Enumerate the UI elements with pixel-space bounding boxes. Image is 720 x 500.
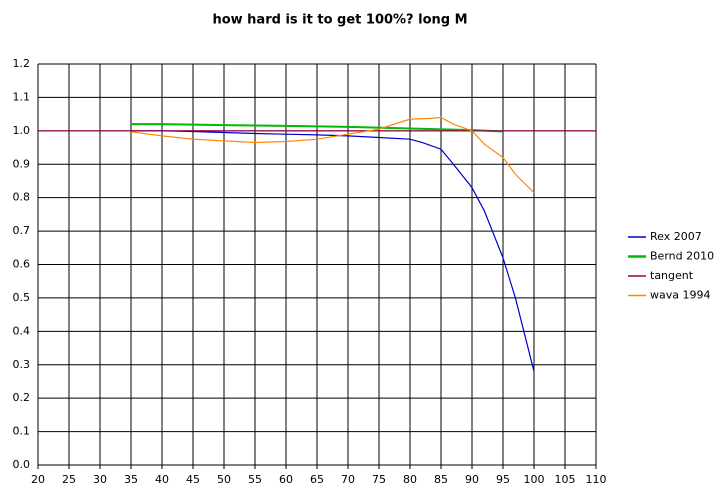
x-tick-label: 110 bbox=[586, 473, 607, 486]
chart-title: how hard is it to get 100%? long M bbox=[212, 13, 467, 28]
y-tick-label: 0.6 bbox=[13, 258, 31, 271]
x-tick-label: 85 bbox=[434, 473, 448, 486]
x-tick-label: 100 bbox=[524, 473, 545, 486]
series-line bbox=[131, 130, 535, 372]
x-tick-label: 105 bbox=[555, 473, 576, 486]
legend-label: Rex 2007 bbox=[650, 230, 702, 243]
x-tick-label: 35 bbox=[124, 473, 138, 486]
y-tick-label: 0.0 bbox=[13, 458, 31, 471]
y-tick-label: 0.2 bbox=[13, 391, 31, 404]
legend-label: wava 1994 bbox=[650, 289, 710, 302]
x-tick-label: 55 bbox=[248, 473, 262, 486]
x-tick-label: 50 bbox=[217, 473, 231, 486]
y-tick-label: 0.1 bbox=[13, 425, 31, 438]
y-tick-label: 1.1 bbox=[13, 90, 31, 103]
y-tick-label: 1.0 bbox=[13, 124, 31, 137]
x-tick-label: 75 bbox=[372, 473, 386, 486]
x-tick-label: 45 bbox=[186, 473, 200, 486]
y-tick-label: 0.4 bbox=[13, 324, 31, 337]
x-tick-label: 90 bbox=[465, 473, 479, 486]
series-line bbox=[130, 116, 535, 194]
x-tick-label: 25 bbox=[62, 473, 76, 486]
y-tick-label: 0.3 bbox=[13, 358, 31, 371]
y-tick-label: 0.8 bbox=[13, 191, 31, 204]
x-tick-label: 95 bbox=[496, 473, 510, 486]
y-tick-label: 0.9 bbox=[13, 157, 31, 170]
legend-label: Bernd 2010 bbox=[650, 250, 714, 263]
y-tick-label: 0.7 bbox=[13, 224, 31, 237]
y-tick-label: 1.2 bbox=[13, 57, 31, 70]
x-tick-label: 65 bbox=[310, 473, 324, 486]
x-tick-label: 30 bbox=[93, 473, 107, 486]
x-tick-label: 20 bbox=[31, 473, 45, 486]
series-line bbox=[131, 123, 504, 133]
x-tick-label: 70 bbox=[341, 473, 355, 486]
x-tick-label: 40 bbox=[155, 473, 169, 486]
y-tick-label: 0.5 bbox=[13, 291, 31, 304]
x-tick-label: 60 bbox=[279, 473, 293, 486]
legend-label: tangent bbox=[650, 269, 694, 282]
x-tick-label: 80 bbox=[403, 473, 417, 486]
